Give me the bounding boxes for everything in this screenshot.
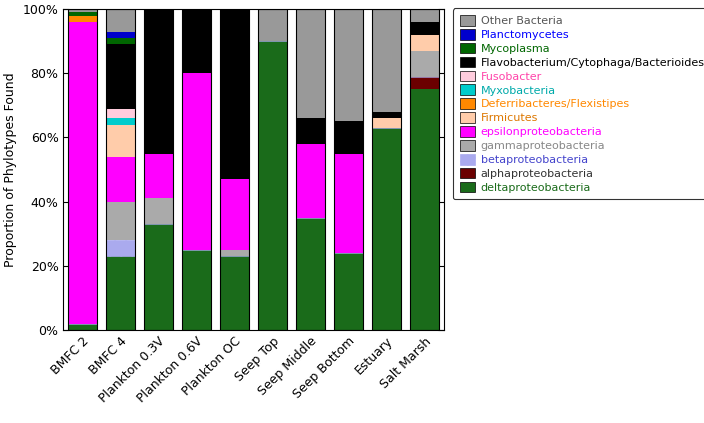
Bar [296, 218, 325, 330]
Bar [106, 9, 134, 32]
Bar [410, 89, 439, 330]
Bar [144, 224, 172, 330]
Bar [372, 118, 401, 128]
Bar [106, 256, 134, 330]
Bar [410, 9, 439, 22]
Bar [144, 198, 172, 224]
Bar [182, 73, 210, 250]
Bar [106, 109, 134, 118]
Bar [296, 144, 325, 218]
Bar [220, 9, 249, 179]
Bar [372, 9, 401, 112]
Bar [220, 256, 249, 330]
Bar [410, 22, 439, 35]
Bar [220, 9, 249, 330]
Bar [68, 9, 96, 12]
Y-axis label: Proportion of Phylotypes Found: Proportion of Phylotypes Found [4, 72, 17, 267]
Bar [106, 9, 134, 330]
Bar [106, 125, 134, 157]
Bar [106, 44, 134, 109]
Bar [334, 9, 363, 121]
Bar [68, 16, 96, 22]
Bar [68, 9, 96, 330]
Bar [106, 118, 134, 125]
Bar [106, 157, 134, 202]
Bar [182, 9, 210, 73]
Legend: Other Bacteria, Planctomycetes, Mycoplasma, Flavobacterium/Cytophaga/Bacterioide: Other Bacteria, Planctomycetes, Mycoplas… [453, 8, 704, 199]
Bar [410, 9, 439, 330]
Bar [334, 121, 363, 154]
Bar [220, 179, 249, 250]
Bar [410, 35, 439, 51]
Bar [296, 118, 325, 144]
Bar [220, 250, 249, 256]
Bar [258, 9, 287, 330]
Bar [258, 9, 287, 41]
Bar [68, 22, 96, 324]
Bar [106, 202, 134, 240]
Bar [334, 253, 363, 330]
Bar [296, 9, 325, 118]
Bar [144, 9, 172, 154]
Bar [106, 38, 134, 44]
Bar [410, 77, 439, 89]
Bar [106, 32, 134, 38]
Bar [334, 154, 363, 253]
Bar [182, 250, 210, 330]
Bar [258, 41, 287, 330]
Bar [144, 9, 172, 330]
Bar [372, 9, 401, 330]
Bar [144, 154, 172, 198]
Bar [372, 128, 401, 330]
Bar [296, 9, 325, 330]
Bar [334, 9, 363, 330]
Bar [410, 51, 439, 77]
Bar [372, 112, 401, 118]
Bar [182, 9, 210, 330]
Bar [68, 324, 96, 330]
Bar [68, 12, 96, 16]
Bar [106, 240, 134, 256]
